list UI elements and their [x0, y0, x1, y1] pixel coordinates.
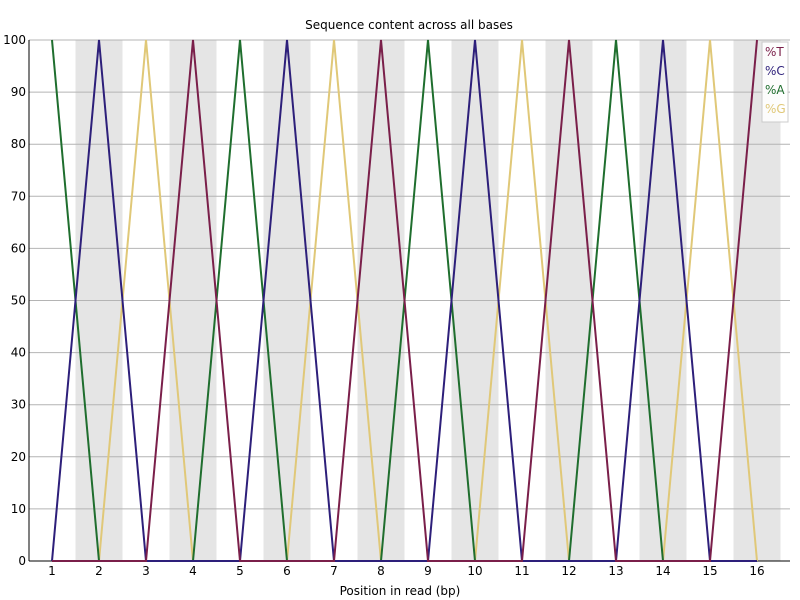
legend-box	[761, 41, 789, 123]
x-tick-label: 12	[561, 564, 576, 578]
x-tick-label: 11	[514, 564, 529, 578]
y-tick-label: 10	[11, 502, 26, 516]
y-tick-label: 60	[11, 241, 26, 255]
x-tick-label: 6	[283, 564, 291, 578]
y-tick-label: 50	[11, 294, 26, 308]
x-tick-label: 14	[655, 564, 670, 578]
x-tick-label: 16	[749, 564, 764, 578]
x-tick-label: 1	[48, 564, 56, 578]
y-tick-label: 90	[11, 85, 26, 99]
x-tick-label: 8	[377, 564, 385, 578]
y-tick-label: 70	[11, 189, 26, 203]
x-tick-label: 4	[189, 564, 197, 578]
y-tick-label: 40	[11, 346, 26, 360]
y-tick-label: 100	[3, 33, 26, 47]
x-tick-label: 7	[330, 564, 338, 578]
legend: %T %C %A %G	[761, 41, 789, 123]
y-tick-label: 20	[11, 450, 26, 464]
series-line-pct-c	[51, 39, 757, 562]
legend-item: %G	[765, 102, 786, 116]
legend-item: %T	[765, 45, 784, 59]
x-tick-label: 13	[608, 564, 623, 578]
x-tick-label: 3	[142, 564, 150, 578]
x-tick-label: 10	[467, 564, 482, 578]
y-tick-label: 80	[11, 137, 26, 151]
x-tick-label: 9	[424, 564, 432, 578]
x-tick-label: 5	[236, 564, 244, 578]
chart-title: Sequence content across all bases	[305, 18, 513, 32]
y-tick-label: 0	[18, 554, 26, 568]
series-lines	[51, 39, 758, 562]
x-axis-label: Position in read (bp)	[340, 584, 461, 598]
x-tick-label: 15	[702, 564, 717, 578]
legend-item: %C	[765, 64, 785, 78]
legend-item: %A	[765, 83, 785, 97]
y-tick-label: 30	[11, 398, 26, 412]
series-line-pct-t	[52, 39, 758, 562]
x-tick-label: 2	[95, 564, 103, 578]
